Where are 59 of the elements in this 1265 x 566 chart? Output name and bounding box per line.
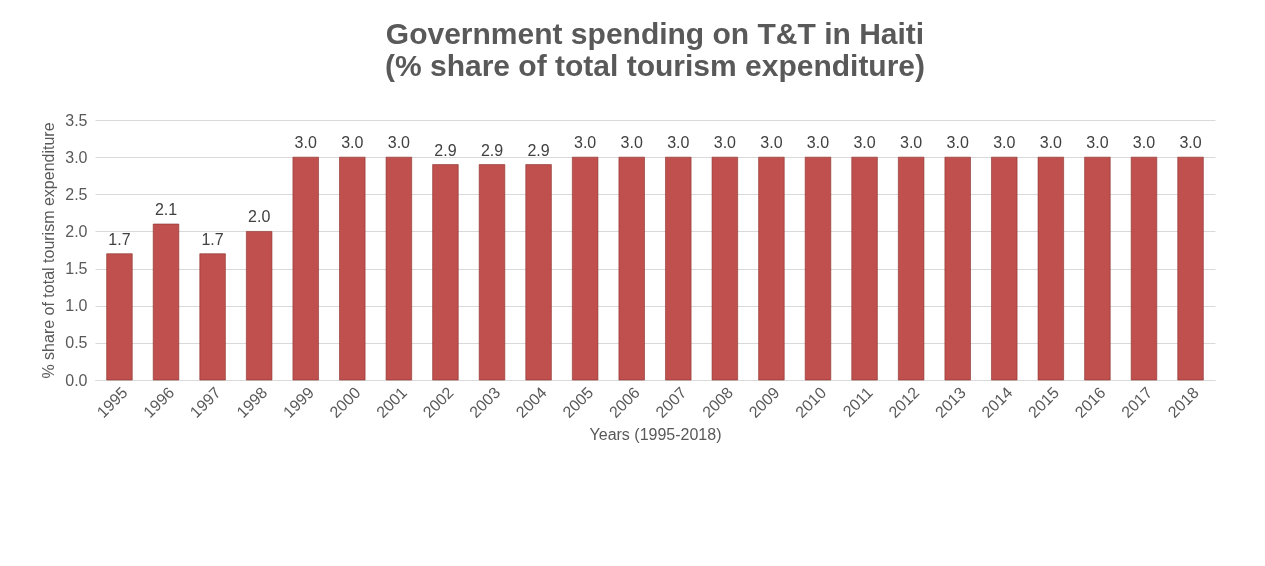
data-label: 2.0 xyxy=(248,208,271,226)
data-label: 3.0 xyxy=(341,134,364,152)
bar xyxy=(898,156,925,381)
bar xyxy=(292,156,319,381)
bar xyxy=(1037,156,1064,381)
chart-title: Government spending on T&T in Haiti (% share of total tourism expenditure) xyxy=(384,17,926,82)
data-label: 3.0 xyxy=(1086,134,1109,152)
bar xyxy=(1130,156,1158,381)
data-label: 3.0 xyxy=(620,134,643,152)
bar xyxy=(711,156,738,381)
bar xyxy=(152,223,180,381)
data-label: 3.0 xyxy=(1132,134,1156,152)
data-label: 3.0 xyxy=(993,134,1016,152)
data-label: 2.9 xyxy=(527,141,550,159)
bar xyxy=(618,156,645,381)
data-label: 2.1 xyxy=(154,201,178,218)
y-tick-label: 0.0 xyxy=(65,371,88,389)
y-tick-label: 0.5 xyxy=(65,334,88,352)
bar xyxy=(1084,156,1111,381)
data-label: 1.7 xyxy=(201,230,224,248)
data-label: 3.0 xyxy=(387,134,411,152)
bar xyxy=(385,156,412,381)
bar xyxy=(572,156,599,381)
y-tick-label: 2.5 xyxy=(65,185,88,203)
data-label: 3.0 xyxy=(667,134,690,152)
y-tick-label: 3.0 xyxy=(65,148,88,166)
bar xyxy=(944,156,971,381)
y-tick-label: 2.0 xyxy=(65,222,88,240)
x-axis-title: Years (1995-2018) xyxy=(589,425,722,443)
y-tick-label: 1.0 xyxy=(65,297,88,315)
data-label: 3.0 xyxy=(713,134,737,152)
data-label: 3.0 xyxy=(1039,134,1063,152)
bar xyxy=(525,164,552,381)
bar xyxy=(804,156,832,381)
data-label: 3.0 xyxy=(574,134,597,152)
bar xyxy=(665,156,692,381)
data-label: 3.0 xyxy=(760,134,783,152)
y-tick-label: 3.5 xyxy=(65,111,88,129)
data-label: 3.0 xyxy=(806,134,830,152)
data-label: 2.9 xyxy=(480,141,504,159)
bar xyxy=(199,253,226,381)
bar xyxy=(758,156,785,381)
bar xyxy=(478,164,506,381)
bar xyxy=(432,164,459,381)
data-label: 2.9 xyxy=(434,141,457,159)
y-tick-label: 1.5 xyxy=(65,260,88,278)
y-axis-title: % share of total tourism expenditure xyxy=(40,122,58,379)
bar xyxy=(851,156,878,381)
data-label: 3.0 xyxy=(853,134,876,152)
data-label: 1.7 xyxy=(108,230,131,248)
data-label: 3.0 xyxy=(946,134,969,152)
bar xyxy=(1177,156,1204,381)
bar xyxy=(339,156,366,381)
data-label: 3.0 xyxy=(1179,134,1202,152)
bar xyxy=(246,231,273,381)
data-label: 3.0 xyxy=(294,134,317,152)
bar xyxy=(106,253,133,381)
data-label: 3.0 xyxy=(900,134,923,152)
bar xyxy=(991,156,1018,381)
